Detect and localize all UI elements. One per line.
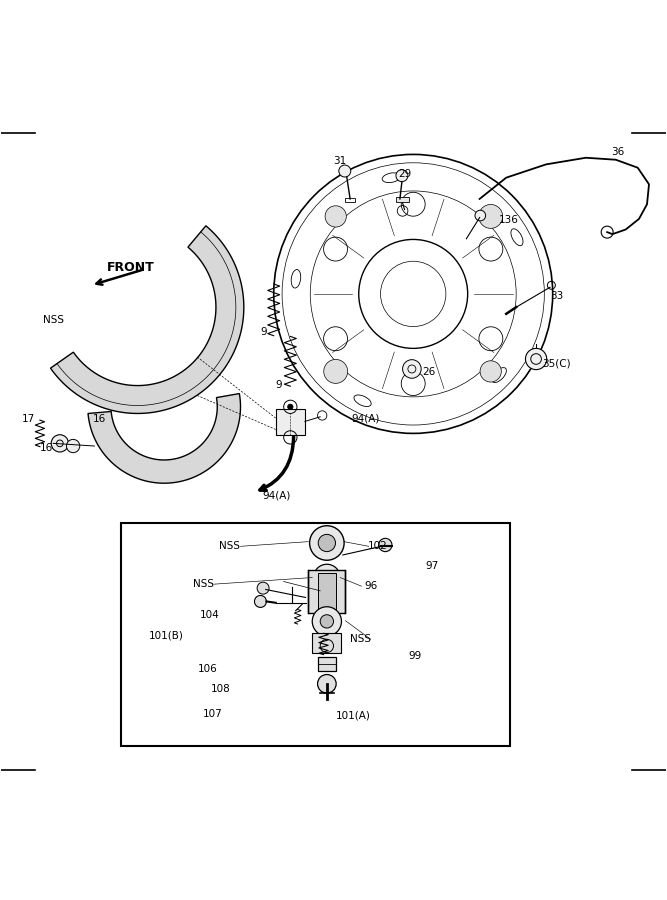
Text: NSS: NSS — [350, 634, 371, 644]
Circle shape — [320, 615, 334, 628]
Circle shape — [339, 165, 351, 177]
Text: 97: 97 — [425, 562, 438, 572]
Circle shape — [475, 211, 486, 220]
Circle shape — [480, 361, 502, 382]
Bar — [275, 410, 305, 435]
Circle shape — [317, 674, 336, 693]
Text: 35(C): 35(C) — [542, 359, 570, 369]
Text: 26: 26 — [422, 366, 436, 376]
Polygon shape — [51, 226, 244, 413]
Circle shape — [321, 572, 333, 583]
Text: 94(A): 94(A) — [263, 491, 291, 500]
Bar — [317, 573, 336, 609]
Circle shape — [526, 348, 547, 370]
Circle shape — [479, 204, 503, 229]
Circle shape — [254, 596, 266, 608]
Circle shape — [379, 538, 392, 552]
Circle shape — [257, 582, 269, 594]
Text: 9: 9 — [275, 380, 282, 390]
Circle shape — [51, 435, 69, 452]
Bar — [312, 633, 342, 652]
Text: 36: 36 — [611, 148, 624, 157]
Text: 102: 102 — [368, 541, 388, 552]
Circle shape — [403, 360, 421, 378]
Circle shape — [318, 535, 336, 552]
Bar — [308, 570, 346, 613]
Circle shape — [313, 564, 340, 590]
Circle shape — [287, 404, 293, 410]
Text: 101(B): 101(B) — [149, 631, 183, 641]
Text: 106: 106 — [197, 664, 217, 674]
Text: NSS: NSS — [219, 541, 240, 552]
Circle shape — [323, 359, 348, 383]
Bar — [317, 657, 336, 670]
Text: 16: 16 — [93, 414, 106, 424]
Text: 9: 9 — [260, 328, 267, 338]
Bar — [121, 523, 510, 745]
Bar — [396, 197, 410, 202]
Text: 29: 29 — [399, 168, 412, 179]
Text: NSS: NSS — [43, 315, 63, 325]
Text: 107: 107 — [203, 709, 223, 719]
Polygon shape — [88, 393, 241, 483]
Text: 99: 99 — [408, 651, 421, 661]
Text: 17: 17 — [21, 414, 35, 424]
Circle shape — [396, 170, 408, 182]
Bar — [345, 198, 356, 202]
Text: FRONT: FRONT — [107, 261, 155, 274]
Text: 96: 96 — [364, 581, 378, 591]
Text: 16: 16 — [40, 443, 53, 453]
Circle shape — [312, 607, 342, 636]
Text: 104: 104 — [200, 609, 220, 620]
Circle shape — [67, 439, 80, 453]
Text: 94(A): 94(A) — [352, 413, 380, 423]
Circle shape — [309, 526, 344, 561]
Text: 31: 31 — [334, 156, 347, 166]
Text: 33: 33 — [550, 291, 564, 301]
Text: NSS: NSS — [193, 580, 214, 590]
Circle shape — [325, 206, 346, 227]
Text: 101(A): 101(A) — [336, 711, 371, 721]
Text: 136: 136 — [499, 215, 519, 225]
Text: 108: 108 — [211, 684, 231, 694]
